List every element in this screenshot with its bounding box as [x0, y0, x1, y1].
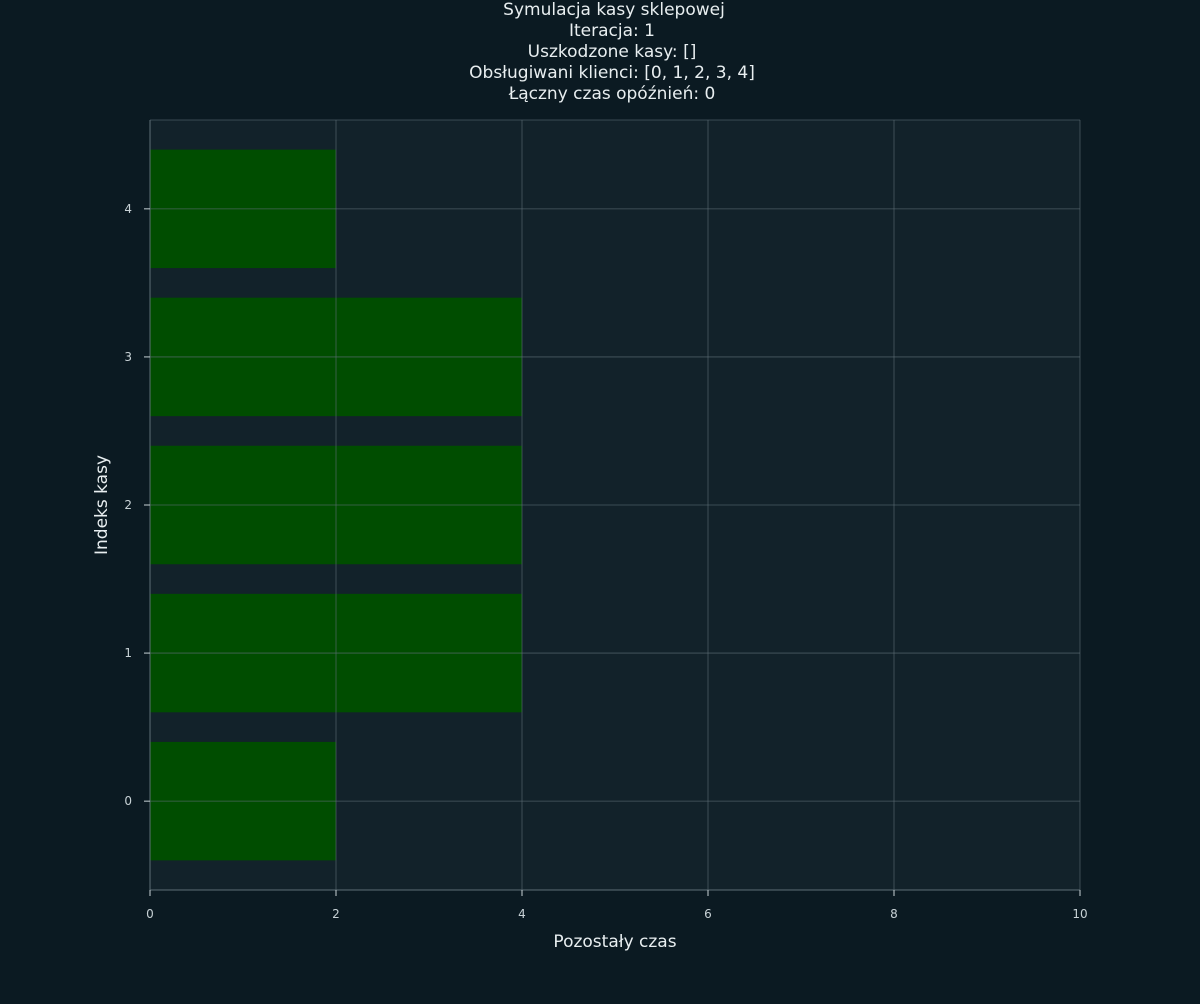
axes: 0 2 4 6 8 10 0 1 2 3 4	[124, 120, 1088, 921]
y-tick-label-2: 2	[124, 498, 132, 512]
y-tick-label-3: 3	[124, 350, 132, 364]
title-line-0: Symulacja kasy sklepowej	[503, 0, 725, 20]
x-tick-label-4: 4	[518, 907, 526, 921]
x-tick-label-2: 2	[332, 907, 340, 921]
x-tick-label-0: 0	[146, 907, 154, 921]
x-tick-label-6: 6	[704, 907, 712, 921]
y-tick-label-1: 1	[124, 646, 132, 660]
y-tick-label-4: 4	[124, 202, 132, 216]
y-axis-label: Indeks kasy	[92, 455, 112, 555]
x-tick-label-8: 8	[890, 907, 898, 921]
title-line-1: Iteracja: 1	[569, 21, 655, 41]
title-line-4: Łączny czas opóźnień: 0	[508, 84, 716, 104]
x-axis-label: Pozostały czas	[553, 932, 676, 952]
x-tick-label-10: 10	[1072, 907, 1087, 921]
title-line-3: Obsługiwani klienci: [0, 1, 2, 3, 4]	[469, 63, 755, 83]
title-line-2: Uszkodzone kasy: []	[528, 42, 697, 62]
chart-title: Symulacja kasy sklepowej Iteracja: 1 Usz…	[469, 0, 755, 104]
y-tick-label-0: 0	[124, 794, 132, 808]
